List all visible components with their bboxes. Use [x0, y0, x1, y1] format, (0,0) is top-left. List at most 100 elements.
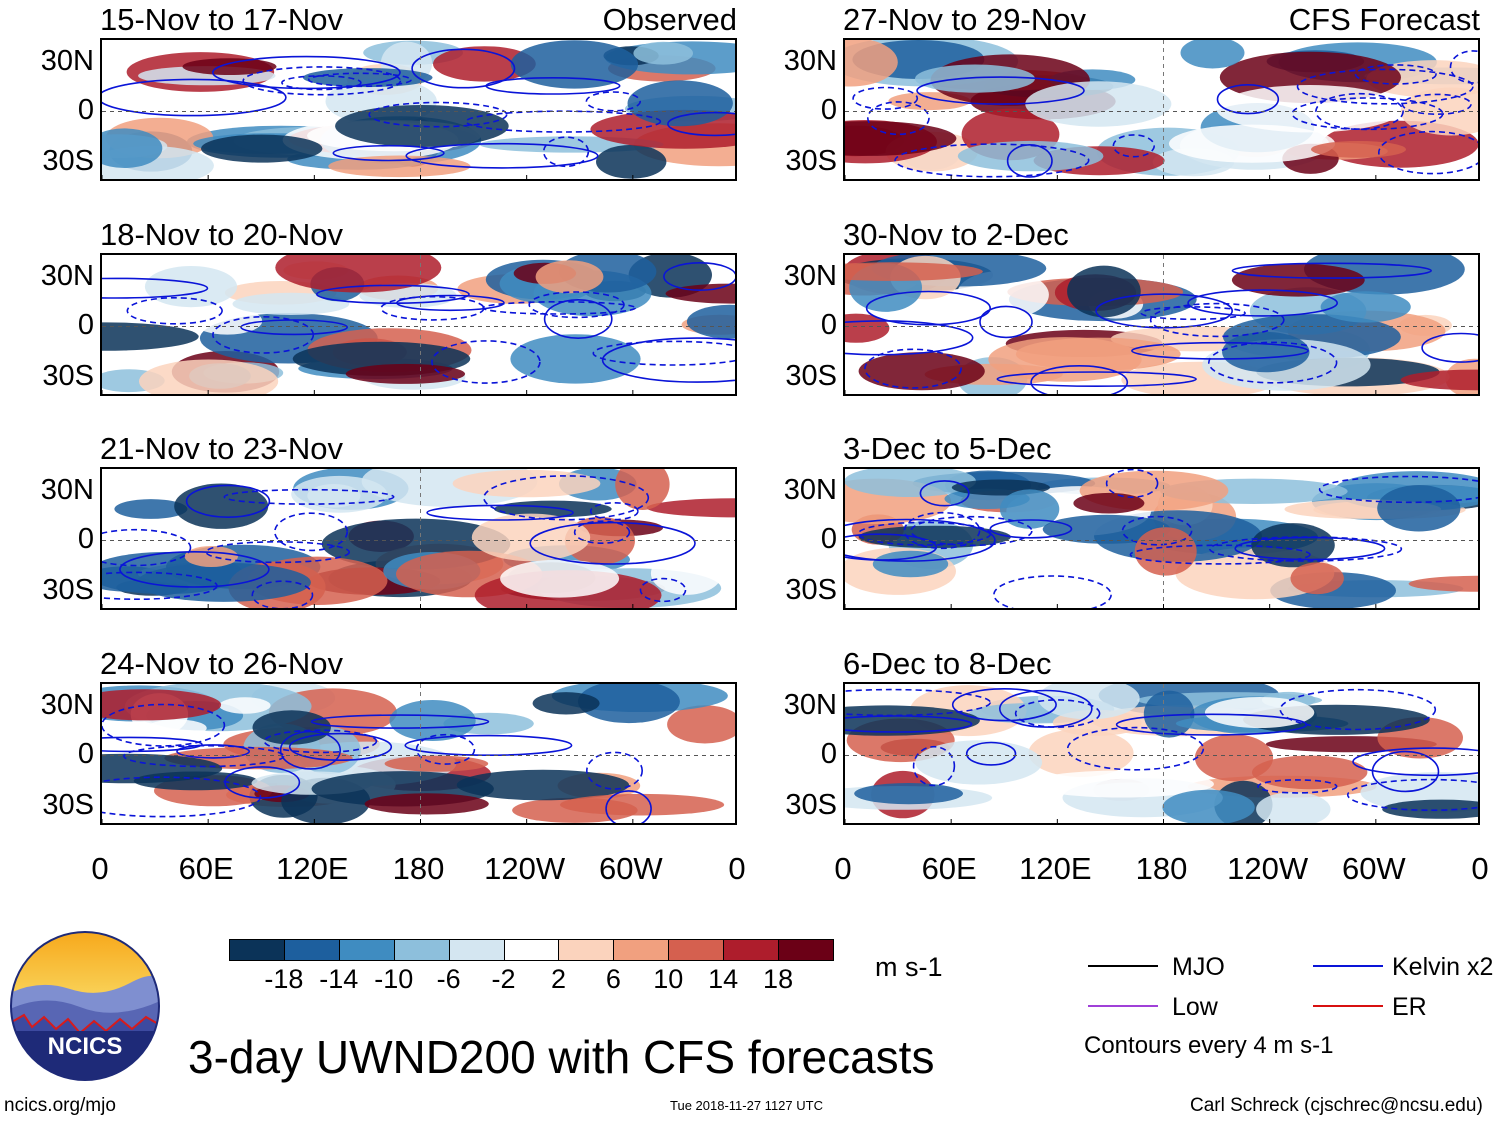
kelvin-contour — [405, 142, 599, 169]
legend-label-low: Low — [1172, 993, 1218, 1021]
kelvin-contour — [1006, 144, 1053, 178]
anomaly-blob — [364, 793, 489, 815]
kelvin-contour — [1449, 50, 1478, 84]
kelvin-contour — [1346, 778, 1478, 811]
latitude-tick-label: 0 — [77, 308, 94, 341]
kelvin-contour — [1112, 134, 1155, 158]
colorbar-ticks: -18 -14 -10 -6 -2 2 6 10 14 18 — [229, 966, 833, 996]
kelvin-contour — [852, 86, 919, 110]
anomaly-blob — [456, 769, 630, 801]
kelvin-contour — [573, 520, 631, 545]
heatmap-field — [102, 40, 735, 179]
kelvin-contour — [310, 714, 490, 729]
latitude-tick-label: 30S — [785, 788, 837, 821]
latitude-tick-label: 30S — [785, 144, 837, 177]
heatmap-panel — [843, 682, 1480, 825]
legend-label-er: ER — [1392, 993, 1427, 1021]
anomaly-blob — [845, 121, 957, 156]
heatmap-field — [102, 255, 735, 394]
latitude-tick-label: 30N — [40, 688, 94, 721]
legend-label-kelvin: Kelvin x2 — [1392, 953, 1494, 981]
kelvin-contour — [1149, 302, 1285, 338]
footer-timestamp: Tue 2018-11-27 1127 UTC — [670, 1098, 823, 1113]
longitude-tick-label: 60E — [178, 851, 234, 886]
anomaly-blob — [1320, 291, 1411, 323]
footer-url: ncics.org/mjo — [4, 1095, 116, 1116]
longitude-tick-label: 120W — [484, 851, 566, 886]
panel-title: 30-Nov to 2-Dec — [843, 217, 1069, 252]
kelvin-contour — [919, 480, 970, 507]
kelvin-contour — [1371, 750, 1440, 793]
heatmap-panel — [843, 253, 1480, 396]
heatmap-field — [845, 40, 1478, 179]
anomaly-blob — [686, 304, 735, 339]
kelvin-contour — [1066, 726, 1205, 771]
kelvin-contour — [1352, 747, 1478, 777]
kelvin-contour — [263, 729, 378, 754]
colorbar-tick-label: -10 — [374, 964, 414, 994]
kelvin-contour — [910, 515, 1033, 547]
kelvin-contour — [465, 110, 662, 133]
kelvin-contour — [102, 703, 226, 747]
colorbar-segment — [448, 939, 505, 961]
anomaly-blob — [510, 40, 639, 89]
kelvin-contour — [916, 76, 1085, 105]
kelvin-contour — [867, 101, 930, 136]
colorbar-segment — [393, 939, 450, 961]
anomaly-blob — [532, 692, 600, 715]
longitude-tick-label: 120W — [1227, 851, 1309, 886]
longitude-tick-label: 0 — [1471, 851, 1489, 886]
kelvin-contour — [1296, 68, 1474, 105]
anomaly-blob — [500, 559, 620, 598]
kelvin-contour — [251, 580, 314, 608]
anomaly-blob — [1162, 789, 1255, 823]
anomaly-blob — [1231, 263, 1365, 297]
anomaly-blob — [1251, 523, 1335, 568]
kelvin-contour — [119, 551, 270, 588]
heatmap-field — [845, 469, 1478, 608]
kelvin-contour — [1421, 332, 1478, 363]
kelvin-contour — [102, 528, 192, 567]
heatmap-field — [102, 469, 735, 608]
kelvin-contour — [404, 734, 573, 757]
kelvin-contour — [279, 730, 341, 770]
anomaly-blob — [845, 40, 898, 87]
anomaly-blob — [957, 140, 1104, 172]
colorbar-tick-label: -6 — [436, 964, 461, 994]
anomaly-blob — [845, 705, 980, 736]
anomaly-blob — [1408, 575, 1478, 592]
anomaly-blob — [510, 334, 641, 384]
kelvin-contour — [102, 776, 262, 818]
kelvin-contour — [176, 744, 250, 759]
panel-title: 18-Nov to 20-Nov — [100, 217, 343, 252]
kelvin-contour — [979, 305, 1033, 339]
kelvin-contour — [102, 277, 209, 299]
kelvin-contour — [1378, 130, 1478, 175]
kelvin-contour — [223, 488, 395, 505]
legend-line-low — [1088, 1005, 1158, 1007]
anomaly-blob — [345, 363, 466, 384]
anomaly-blob — [252, 710, 331, 745]
anomaly-blob — [627, 80, 733, 127]
panel-title: 3-Dec to 5-Dec — [843, 431, 1052, 466]
kelvin-contour — [845, 715, 973, 733]
anomaly-blob — [144, 266, 238, 308]
kelvin-contour — [426, 504, 574, 521]
colorbar-tick-label: -14 — [319, 964, 359, 994]
anomaly-blob — [1382, 799, 1478, 819]
longitude-tick-label: 60W — [598, 851, 663, 886]
latitude-tick-label: 30N — [783, 688, 837, 721]
kelvin-contour — [857, 521, 992, 546]
kelvin-contour — [1257, 779, 1338, 794]
colorbar-segment — [558, 939, 615, 961]
anomaly-blob — [182, 58, 277, 75]
heatmap-panel — [100, 38, 737, 181]
footer-credit: Carl Schreck (cjschrec@ncsu.edu) — [1190, 1095, 1483, 1116]
kelvin-contour — [592, 340, 735, 366]
latitude-tick-label: 0 — [820, 93, 837, 126]
latitude-tick-label: 0 — [820, 522, 837, 555]
anomaly-blob — [858, 352, 985, 391]
kelvin-contour — [989, 519, 1073, 539]
anomaly-blob — [136, 562, 311, 602]
kelvin-contour — [1208, 341, 1338, 384]
